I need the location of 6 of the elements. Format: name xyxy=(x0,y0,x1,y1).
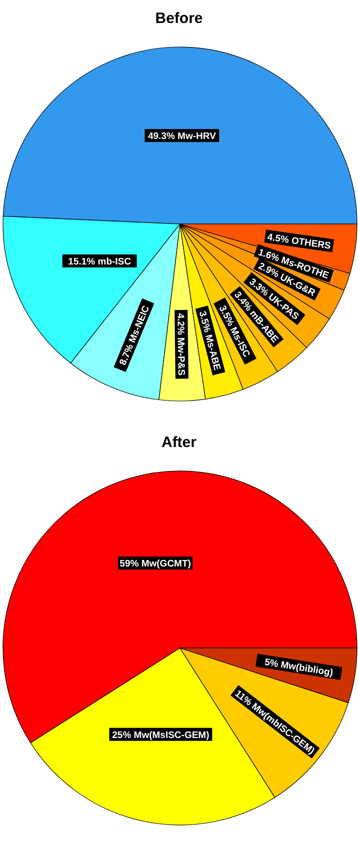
slice-label: 25% Mw(MsISC-GEM) xyxy=(112,730,210,741)
slice-label: 49.3% Mw-HRV xyxy=(148,131,217,142)
chart-title: Before xyxy=(154,9,204,29)
slice-label: 4.2% Mw-P&S xyxy=(174,313,186,376)
slice-label: 15.1% mb-ISC xyxy=(68,256,132,268)
chart-title: After xyxy=(160,433,198,453)
